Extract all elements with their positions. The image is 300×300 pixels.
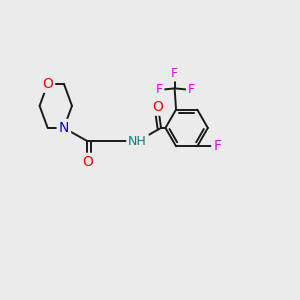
Text: F: F	[155, 83, 163, 96]
Text: O: O	[82, 155, 93, 169]
Text: NH: NH	[128, 135, 147, 148]
Text: O: O	[153, 100, 164, 114]
Text: F: F	[213, 139, 221, 153]
Text: N: N	[59, 121, 69, 135]
Text: F: F	[171, 67, 178, 80]
Text: F: F	[188, 83, 195, 96]
Text: O: O	[42, 77, 53, 91]
